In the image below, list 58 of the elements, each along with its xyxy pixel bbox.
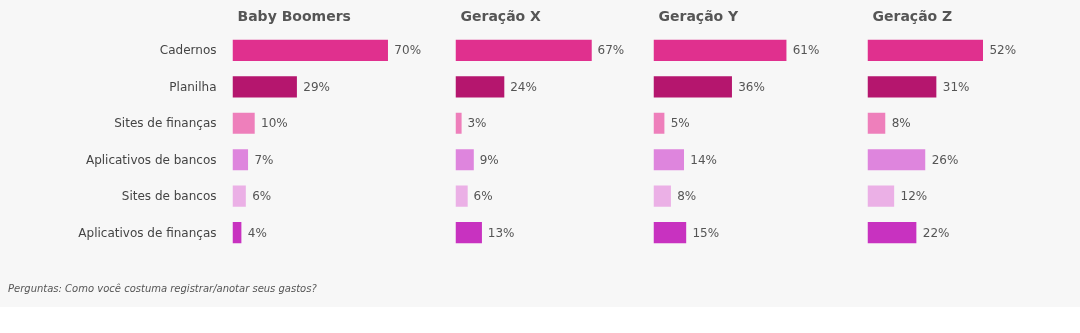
data-label: 6% [473, 189, 493, 204]
bar [455, 39, 592, 61]
chart-title: Geração Z [872, 7, 953, 24]
bar [455, 112, 462, 134]
chart-title: Geração Y [658, 7, 740, 24]
bar [232, 149, 249, 171]
data-label: 9% [479, 152, 499, 167]
data-label: 10% [261, 116, 288, 131]
text: Perguntas: Como você costuma registrar/anotar seus gastos? [8, 282, 317, 296]
bar [653, 149, 685, 171]
bar [455, 76, 505, 98]
data-label: 7% [254, 152, 274, 167]
bar [653, 76, 732, 98]
y-tick-label: Planilha [169, 79, 217, 94]
chart-title: Baby Boomers [237, 7, 351, 24]
bar [455, 149, 474, 171]
bar [867, 185, 895, 207]
bar [867, 39, 983, 61]
bar [867, 222, 917, 244]
data-label: 70% [394, 43, 422, 58]
data-label: 14% [690, 152, 717, 167]
data-label: 22% [922, 225, 950, 240]
data-label: 8% [891, 116, 911, 131]
bar [653, 39, 787, 61]
data-label: 31% [942, 79, 970, 94]
data-label: 3% [467, 116, 487, 131]
data-label: 12% [900, 189, 928, 204]
y-tick-label: Aplicativos de bancos [85, 152, 217, 167]
bar [232, 76, 297, 98]
y-tick-label: Sites de bancos [121, 189, 217, 204]
data-label: 61% [792, 43, 820, 58]
bar [232, 112, 255, 134]
bar [653, 185, 671, 207]
bar [867, 112, 886, 134]
y-tick-label: Cadernos [159, 43, 217, 58]
data-label: 29% [303, 79, 330, 94]
data-label: 24% [510, 79, 537, 94]
data-label: 36% [738, 79, 765, 94]
data-label: 13% [487, 225, 515, 240]
bar [653, 112, 665, 134]
bar [867, 149, 926, 171]
data-label: 5% [670, 116, 690, 131]
data-label: 15% [692, 225, 720, 240]
y-tick-label: Aplicativos de finanças [78, 225, 217, 240]
y-tick-label: Sites de finanças [114, 116, 217, 131]
bar [232, 185, 246, 207]
data-label: 52% [989, 43, 1017, 58]
data-label: 67% [597, 43, 625, 58]
bar [232, 39, 388, 61]
data-label: 26% [931, 152, 959, 167]
bar [653, 222, 687, 244]
bar [867, 76, 937, 98]
data-label: 4% [247, 225, 267, 240]
data-label: 8% [677, 189, 697, 204]
data-label: 6% [252, 189, 272, 204]
bar [455, 222, 482, 244]
chart-title: Geração X [460, 7, 542, 24]
bar [455, 185, 468, 207]
